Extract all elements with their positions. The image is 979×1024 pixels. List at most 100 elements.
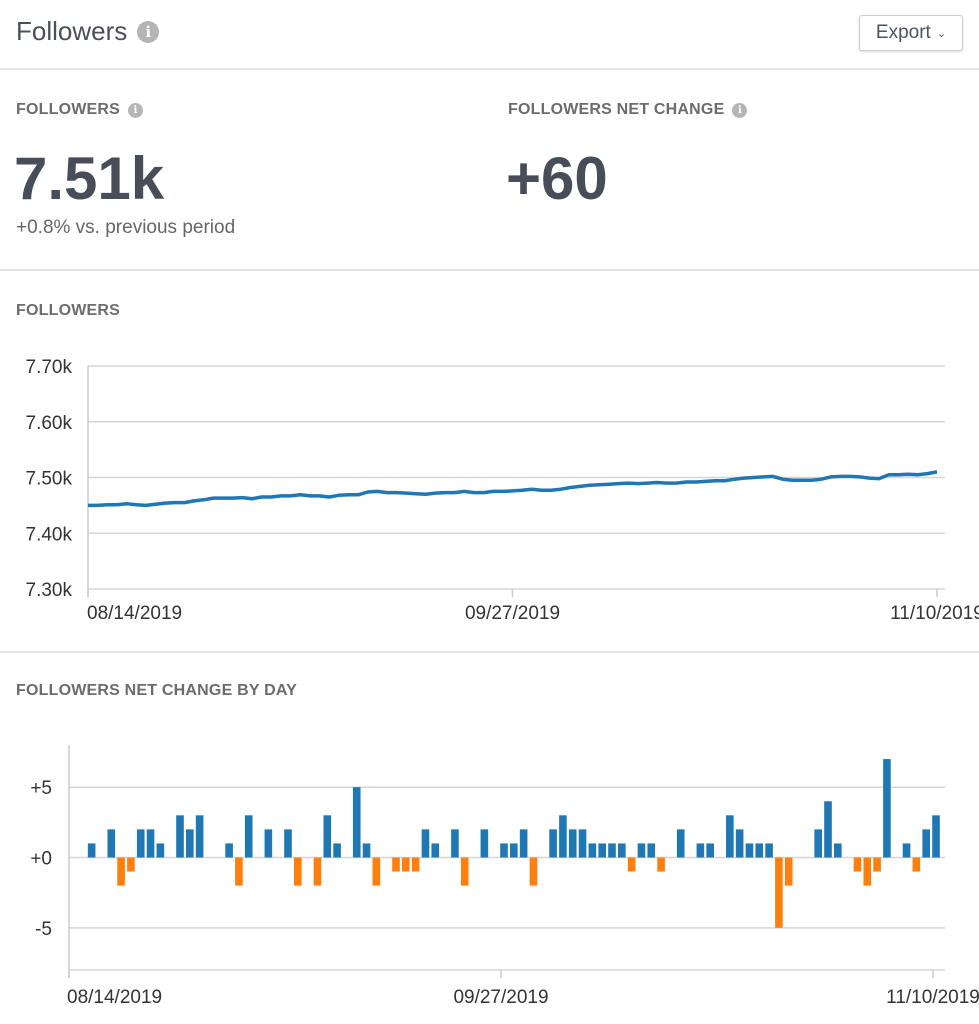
bar xyxy=(706,843,714,858)
bar xyxy=(559,815,567,858)
bar xyxy=(519,829,528,858)
x-tick-label: 08/14/2019 xyxy=(87,603,182,624)
bar xyxy=(568,829,577,858)
bar xyxy=(932,815,940,858)
bar xyxy=(775,857,783,928)
bar xyxy=(421,829,430,858)
bar xyxy=(784,857,793,886)
info-icon[interactable]: i xyxy=(128,102,144,118)
export-label: Export xyxy=(875,22,931,43)
bar xyxy=(235,857,243,886)
bar xyxy=(765,843,773,858)
bar xyxy=(824,801,832,858)
bar xyxy=(814,829,822,858)
bar xyxy=(195,815,204,858)
bar xyxy=(127,857,135,872)
x-tick-label: 09/27/2019 xyxy=(453,987,548,1008)
divider xyxy=(0,651,979,653)
info-icon[interactable]: i xyxy=(732,102,748,118)
bar xyxy=(647,843,656,858)
bar xyxy=(883,759,891,858)
bar xyxy=(362,843,371,858)
bar xyxy=(117,857,125,886)
bar xyxy=(676,829,685,858)
y-tick-label: 7.40k xyxy=(26,524,73,545)
bar xyxy=(902,843,911,858)
x-tick-label: 11/10/2019 xyxy=(886,987,979,1008)
bar xyxy=(608,843,616,858)
bar xyxy=(726,815,734,858)
bar xyxy=(323,815,332,858)
bar xyxy=(313,857,322,886)
bar xyxy=(529,857,538,886)
y-tick-label: +0 xyxy=(30,849,52,870)
export-button[interactable]: Export ⌄ xyxy=(859,15,963,51)
page-title-text: Followers xyxy=(16,16,128,46)
y-tick-label: -5 xyxy=(35,919,52,940)
bar xyxy=(755,843,764,858)
bar xyxy=(411,857,420,872)
bar xyxy=(136,829,145,858)
bar xyxy=(87,843,96,858)
bar xyxy=(186,829,194,858)
followers-line-chart: 7.30k 7.40k 7.50k 7.60k 7.70k 08/14/2019 09/27… xyxy=(26,357,979,624)
bar xyxy=(225,843,233,858)
bar xyxy=(284,829,292,858)
bar xyxy=(107,829,116,858)
bar xyxy=(352,787,361,858)
bar xyxy=(696,843,705,858)
bar xyxy=(578,829,587,858)
bar xyxy=(588,843,597,858)
x-tick-label: 08/14/2019 xyxy=(67,987,162,1008)
bar xyxy=(500,843,508,858)
bar xyxy=(745,843,754,858)
bar xyxy=(372,857,381,886)
x-tick-label: 09/27/2019 xyxy=(465,603,560,624)
bar xyxy=(912,857,921,872)
bar xyxy=(333,843,341,858)
bar xyxy=(618,843,626,858)
bar xyxy=(863,857,872,886)
stat-comparison: +0.8% vs. previous period xyxy=(16,217,236,238)
chevron-down-icon: ⌄ xyxy=(936,27,947,40)
y-tick-label: 7.30k xyxy=(26,580,73,601)
x-tick-label: 11/10/2019 xyxy=(890,603,979,624)
bar xyxy=(244,815,253,858)
stat-value-net-change: +60 xyxy=(506,145,608,212)
bar xyxy=(549,829,557,858)
info-icon[interactable]: i xyxy=(137,20,160,43)
stat-label-net-change: FOLLOWERS NET CHANGE i xyxy=(508,101,748,119)
divider xyxy=(0,269,979,271)
bar xyxy=(264,829,273,858)
bar xyxy=(402,857,410,872)
bar xyxy=(176,815,184,858)
stat-label-text: FOLLOWERS xyxy=(16,101,121,118)
divider xyxy=(0,68,979,70)
bar xyxy=(156,843,165,858)
bar xyxy=(657,857,665,872)
bar xyxy=(834,843,842,858)
y-tick-label: 7.50k xyxy=(26,469,73,490)
bar xyxy=(735,829,744,858)
page-title: Followers i xyxy=(16,16,160,47)
bar xyxy=(146,829,155,858)
bar xyxy=(598,843,606,858)
bar xyxy=(431,843,440,858)
y-tick-label: 7.60k xyxy=(26,413,73,434)
net-change-bar-chart: +5 +0 -5 08/14/2019 09/27/2019 11/10/2019 xyxy=(30,745,979,1008)
bar xyxy=(480,829,489,858)
stat-value-followers: 7.51k xyxy=(14,145,165,212)
bar xyxy=(873,857,881,872)
bar xyxy=(627,857,636,872)
bar xyxy=(392,857,400,872)
bar xyxy=(922,829,930,858)
chart-title-net-change: FOLLOWERS NET CHANGE BY DAY xyxy=(16,682,297,699)
bar xyxy=(460,857,469,886)
chart-title-followers: FOLLOWERS xyxy=(16,302,121,319)
y-tick-label: +5 xyxy=(30,778,52,799)
stat-label-text: FOLLOWERS NET CHANGE xyxy=(508,101,725,118)
followers-series-line xyxy=(88,470,938,508)
bar xyxy=(853,857,862,872)
stat-label-followers: FOLLOWERS i xyxy=(16,101,144,119)
bar xyxy=(510,843,518,858)
